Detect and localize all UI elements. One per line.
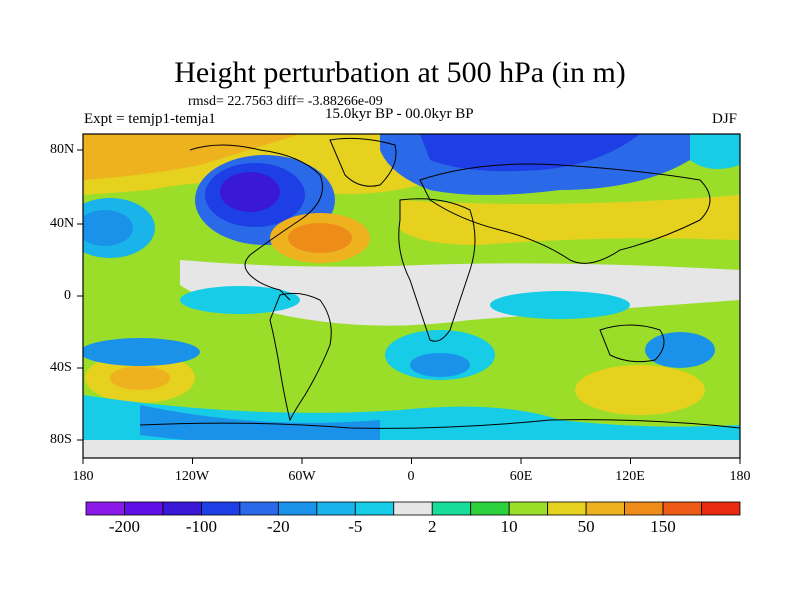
field-midlat-yellow — [400, 195, 740, 245]
lon-label-120w: 120W — [174, 469, 210, 484]
coastline-north-america — [189, 144, 323, 301]
colorbar-swatch-10 — [470, 501, 510, 516]
field-ne-cyan — [690, 134, 740, 169]
colorbar-label: 10 — [500, 517, 518, 536]
coastline-australia — [599, 324, 665, 363]
lon-label-60w: 60W — [288, 469, 316, 484]
lat-label-0: 0 — [64, 288, 71, 303]
coastline-eurasia — [419, 163, 711, 264]
field-tropics-cyan-west — [180, 286, 300, 314]
colorbar-swatch-11 — [508, 501, 549, 516]
field-sindian-blue — [645, 332, 715, 368]
field-spacific-orange — [110, 366, 170, 390]
colorbar-swatch-15 — [662, 501, 702, 516]
axis-ticks — [77, 149, 741, 464]
field-spacific-blue — [83, 338, 200, 366]
colorbar-label: -100 — [185, 517, 217, 536]
field-na-low-core — [220, 172, 280, 212]
field-antarctic-grey — [83, 440, 740, 458]
field-satlantic-blue — [410, 353, 470, 377]
colorbar-swatch-7 — [354, 501, 395, 516]
field-sindian-yellow — [575, 365, 705, 415]
colorbar-label: -5 — [348, 517, 363, 536]
lon-label-180e: 180 — [729, 469, 751, 484]
contour-field — [83, 134, 740, 458]
experiment-label: Expt = temjp1-temja1 — [84, 111, 216, 127]
coastline-greenland — [329, 137, 397, 187]
colorbar — [85, 501, 741, 516]
colorbar-label: 50 — [577, 517, 595, 536]
coastline-antarctica — [139, 419, 740, 429]
colorbar-label: 2 — [427, 517, 437, 536]
period-label: 15.0kyr BP - 00.0kyr BP — [325, 106, 474, 122]
colorbar-swatch-4 — [239, 501, 279, 516]
rmsd-diff-stats: rmsd= 22.7563 diff= -3.88266e-09 — [188, 94, 383, 109]
colorbar-swatch-13 — [585, 501, 625, 516]
colorbar-swatch-2 — [162, 501, 202, 516]
lat-label-40s: 40S — [50, 360, 72, 375]
colorbar-swatch-6 — [316, 501, 356, 516]
colorbar-swatch-9 — [431, 501, 472, 516]
field-tropics-cyan-east — [490, 291, 630, 319]
colorbar-swatch-0 — [85, 501, 125, 516]
lat-label-80n: 80N — [50, 142, 75, 157]
season-label: DJF — [712, 111, 738, 127]
coastline-africa — [398, 198, 476, 342]
field-eurasia-low-core — [420, 134, 640, 172]
colorbar-swatch-5 — [277, 501, 318, 516]
lat-label-40n: 40N — [50, 216, 75, 231]
coastline-south-america — [269, 292, 332, 422]
map-title: Height perturbation at 500 hPa (in m) — [174, 56, 626, 89]
lon-label-60e: 60E — [509, 469, 533, 484]
colorbar-swatch-12 — [547, 501, 587, 516]
colorbar-label: 150 — [650, 517, 676, 536]
colorbar-swatch-14 — [624, 501, 664, 516]
colorbar-label: -20 — [267, 517, 290, 536]
field-north-orange — [83, 134, 300, 180]
lon-label-120e: 120E — [615, 469, 645, 484]
field-southern-ocean-blue — [140, 405, 380, 447]
field-atlantic-high-core — [288, 223, 352, 253]
colorbar-label: -200 — [108, 517, 141, 536]
lat-label-80s: 80S — [50, 432, 72, 447]
lon-label-180w: 180 — [72, 469, 94, 484]
field-pacific-low-core — [83, 210, 133, 246]
colorbar-swatch-3 — [201, 501, 241, 516]
colorbar-swatch-1 — [124, 501, 164, 516]
colorbar-swatch-8 — [393, 501, 433, 516]
colorbar-swatch-16 — [701, 501, 741, 516]
coastlines — [139, 137, 740, 429]
lon-label-0: 0 — [407, 469, 415, 484]
